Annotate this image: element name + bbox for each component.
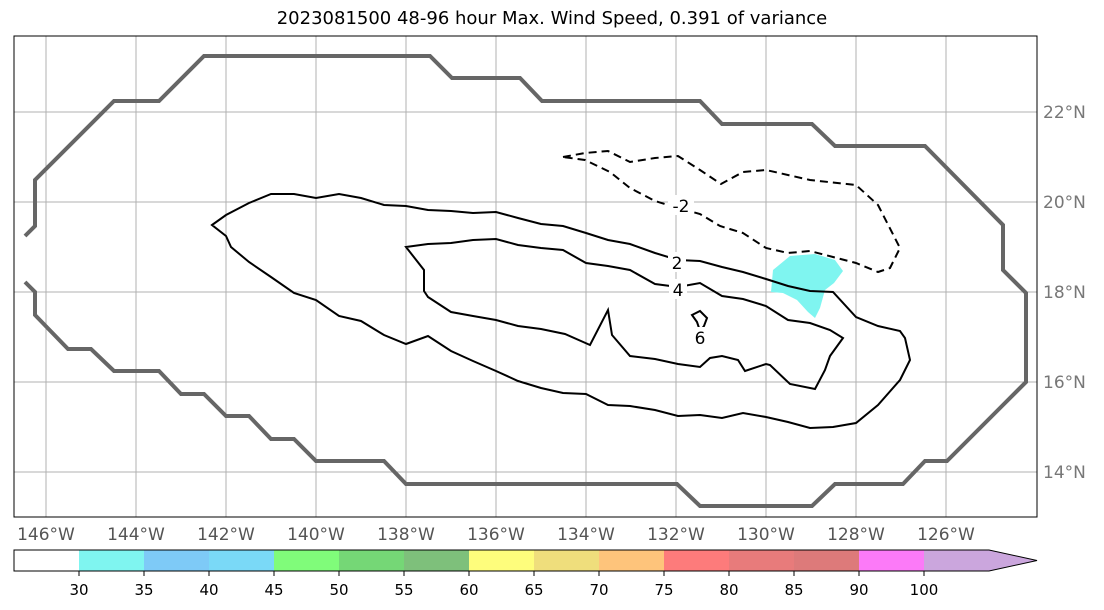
colorbar-tick-label: 35 xyxy=(134,581,153,599)
label-bg xyxy=(668,252,686,272)
lon-tick-label: 128°W xyxy=(827,525,885,545)
colorbar-tick-label: 100 xyxy=(910,581,939,599)
lon-tick-label: 140°W xyxy=(287,525,345,545)
contour-label-6: 6 xyxy=(695,329,706,349)
lat-tick-label: 16°N xyxy=(1043,373,1086,393)
plot-title: 2023081500 48-96 hour Max. Wind Speed, 0… xyxy=(276,8,828,29)
colorbar-tick-label: 40 xyxy=(199,581,218,599)
lon-tick-labels: 146°W 144°W 142°W 140°W 138°W 136°W 134°… xyxy=(17,525,975,545)
contour-label-2: 2 xyxy=(672,254,683,274)
colorbar: 30 35 40 45 50 55 60 65 70 75 80 85 90 1… xyxy=(13,549,1038,599)
colorbar-segment xyxy=(859,550,924,571)
label-bg xyxy=(669,279,687,299)
colorbar-segment xyxy=(404,550,469,571)
colorbar-tick-label: 90 xyxy=(849,581,868,599)
colorbar-outline xyxy=(13,549,1038,572)
gridlines xyxy=(14,36,1037,517)
colorbar-tick-label: 60 xyxy=(459,581,478,599)
lon-tick-label: 134°W xyxy=(557,525,615,545)
colorbar-segment xyxy=(924,550,989,571)
lon-tick-label: 130°W xyxy=(737,525,795,545)
colorbar-tick-label: 50 xyxy=(329,581,348,599)
colorbar-segment xyxy=(599,550,664,571)
colorbar-segment xyxy=(469,550,534,571)
colorbar-segment xyxy=(14,550,79,571)
colorbar-segment xyxy=(729,550,794,571)
colorbar-segment xyxy=(209,550,274,571)
lon-tick-label: 126°W xyxy=(917,525,975,545)
contour-label-4: 4 xyxy=(673,281,684,301)
lon-tick-label: 144°W xyxy=(107,525,165,545)
contour-labels: -2 2 4 6 xyxy=(668,195,709,349)
colorbar-tick-label: 85 xyxy=(784,581,803,599)
colorbar-segment xyxy=(664,550,729,571)
lat-tick-labels: 22°N 20°N 18°N 16°N 14°N xyxy=(1043,103,1086,483)
lat-tick-label: 22°N xyxy=(1043,103,1086,123)
colorbar-tick-label: 70 xyxy=(589,581,608,599)
lon-tick-label: 136°W xyxy=(467,525,525,545)
label-bg xyxy=(668,195,694,215)
colorbar-segment xyxy=(534,550,599,571)
label-bg xyxy=(691,327,709,347)
lat-tick-label: 18°N xyxy=(1043,283,1086,303)
lat-tick-label: 20°N xyxy=(1043,193,1086,213)
colorbar-tick-label: 45 xyxy=(264,581,283,599)
wind-shading-30-35 xyxy=(771,254,843,318)
contour-4 xyxy=(404,237,845,391)
colorbar-segment xyxy=(144,550,209,571)
contour-label-neg2: -2 xyxy=(673,197,690,217)
colorbar-tick-label: 55 xyxy=(394,581,413,599)
colorbar-tick-label: 75 xyxy=(654,581,673,599)
colorbar-extend-arrow xyxy=(989,550,1037,571)
colorbar-tick-label: 80 xyxy=(719,581,738,599)
map-frame xyxy=(13,35,1038,518)
lon-tick-label: 146°W xyxy=(17,525,75,545)
map-area xyxy=(14,36,1037,517)
colorbar-segment xyxy=(794,550,859,571)
colorbar-segment xyxy=(339,550,404,571)
colorbar-segment xyxy=(274,550,339,571)
colorbar-tick-label: 30 xyxy=(69,581,88,599)
colorbar-segment xyxy=(79,550,144,571)
lon-tick-label: 132°W xyxy=(647,525,705,545)
lon-tick-label: 138°W xyxy=(377,525,435,545)
domain-boundary xyxy=(23,54,1028,508)
contour-2 xyxy=(210,192,912,430)
colorbar-tick-label: 65 xyxy=(524,581,543,599)
lon-tick-label: 142°W xyxy=(197,525,255,545)
lat-tick-label: 14°N xyxy=(1043,463,1086,483)
contour-6 xyxy=(690,309,709,334)
